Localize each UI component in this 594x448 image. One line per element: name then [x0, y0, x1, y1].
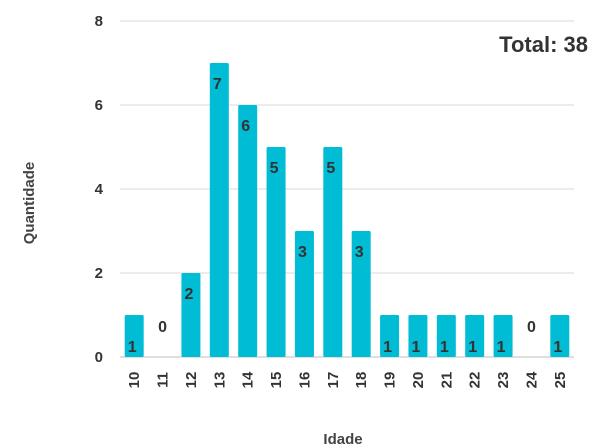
- x-tick-label: 23: [495, 372, 512, 389]
- bar: [465, 315, 485, 357]
- x-tick-label: 15: [268, 372, 285, 389]
- bars: [124, 63, 570, 357]
- y-tick-label: 4: [95, 181, 104, 198]
- data-label: 0: [158, 319, 167, 336]
- data-label: 1: [553, 339, 562, 356]
- total-annotation: Total: 38: [499, 32, 588, 57]
- data-label: 5: [270, 160, 279, 177]
- bar: [408, 315, 428, 357]
- x-tick-label: 25: [552, 372, 569, 389]
- data-label: 5: [326, 160, 335, 177]
- x-tick-label: 12: [183, 372, 200, 389]
- data-label: 1: [128, 339, 137, 356]
- y-tick-label: 2: [95, 265, 103, 282]
- data-label: 1: [497, 339, 506, 356]
- x-tick-label: 14: [240, 371, 257, 388]
- x-tick-label: 10: [126, 372, 143, 389]
- x-axis-title: Idade: [323, 431, 362, 448]
- y-tick-labels: 0 2 4 6 8: [95, 13, 104, 366]
- data-label: 1: [440, 339, 449, 356]
- x-tick-label: 16: [296, 372, 313, 389]
- x-tick-label: 18: [353, 372, 370, 389]
- data-label: 3: [355, 244, 364, 261]
- y-tick-label: 0: [95, 349, 103, 366]
- y-axis-title: Quantidade: [21, 162, 38, 245]
- bar: [181, 273, 201, 357]
- x-tick-labels: 10 11 12 13 14 15 16 17 18 19 20 21 22 23 24 25: [126, 371, 569, 388]
- bar: [124, 315, 144, 357]
- x-tick-label: 11: [155, 372, 172, 388]
- x-tick-label: 24: [523, 371, 540, 388]
- bar: [351, 231, 371, 357]
- x-tick-label: 13: [211, 372, 228, 389]
- y-tick-label: 6: [95, 97, 103, 114]
- data-label: 7: [213, 76, 222, 93]
- bar: [550, 315, 570, 357]
- x-tick-label: 17: [325, 372, 342, 389]
- bar: [493, 315, 513, 357]
- bar: [209, 63, 229, 357]
- bar: [436, 315, 456, 357]
- data-label: 1: [468, 339, 477, 356]
- bar: [238, 105, 258, 357]
- x-tick-label: 21: [438, 372, 455, 389]
- bar: [323, 147, 343, 357]
- data-label: 1: [411, 339, 420, 356]
- x-tick-label: 22: [467, 372, 484, 389]
- bar: [380, 315, 400, 357]
- data-label: 3: [298, 244, 307, 261]
- data-label: 2: [184, 286, 193, 303]
- bar: [266, 147, 286, 357]
- data-label: 6: [241, 118, 250, 135]
- bar: [294, 231, 314, 357]
- x-tick-label: 19: [382, 372, 399, 389]
- x-tick-label: 20: [410, 372, 427, 389]
- y-tick-label: 8: [95, 13, 103, 30]
- data-label: 1: [383, 339, 392, 356]
- data-label: 0: [527, 319, 536, 336]
